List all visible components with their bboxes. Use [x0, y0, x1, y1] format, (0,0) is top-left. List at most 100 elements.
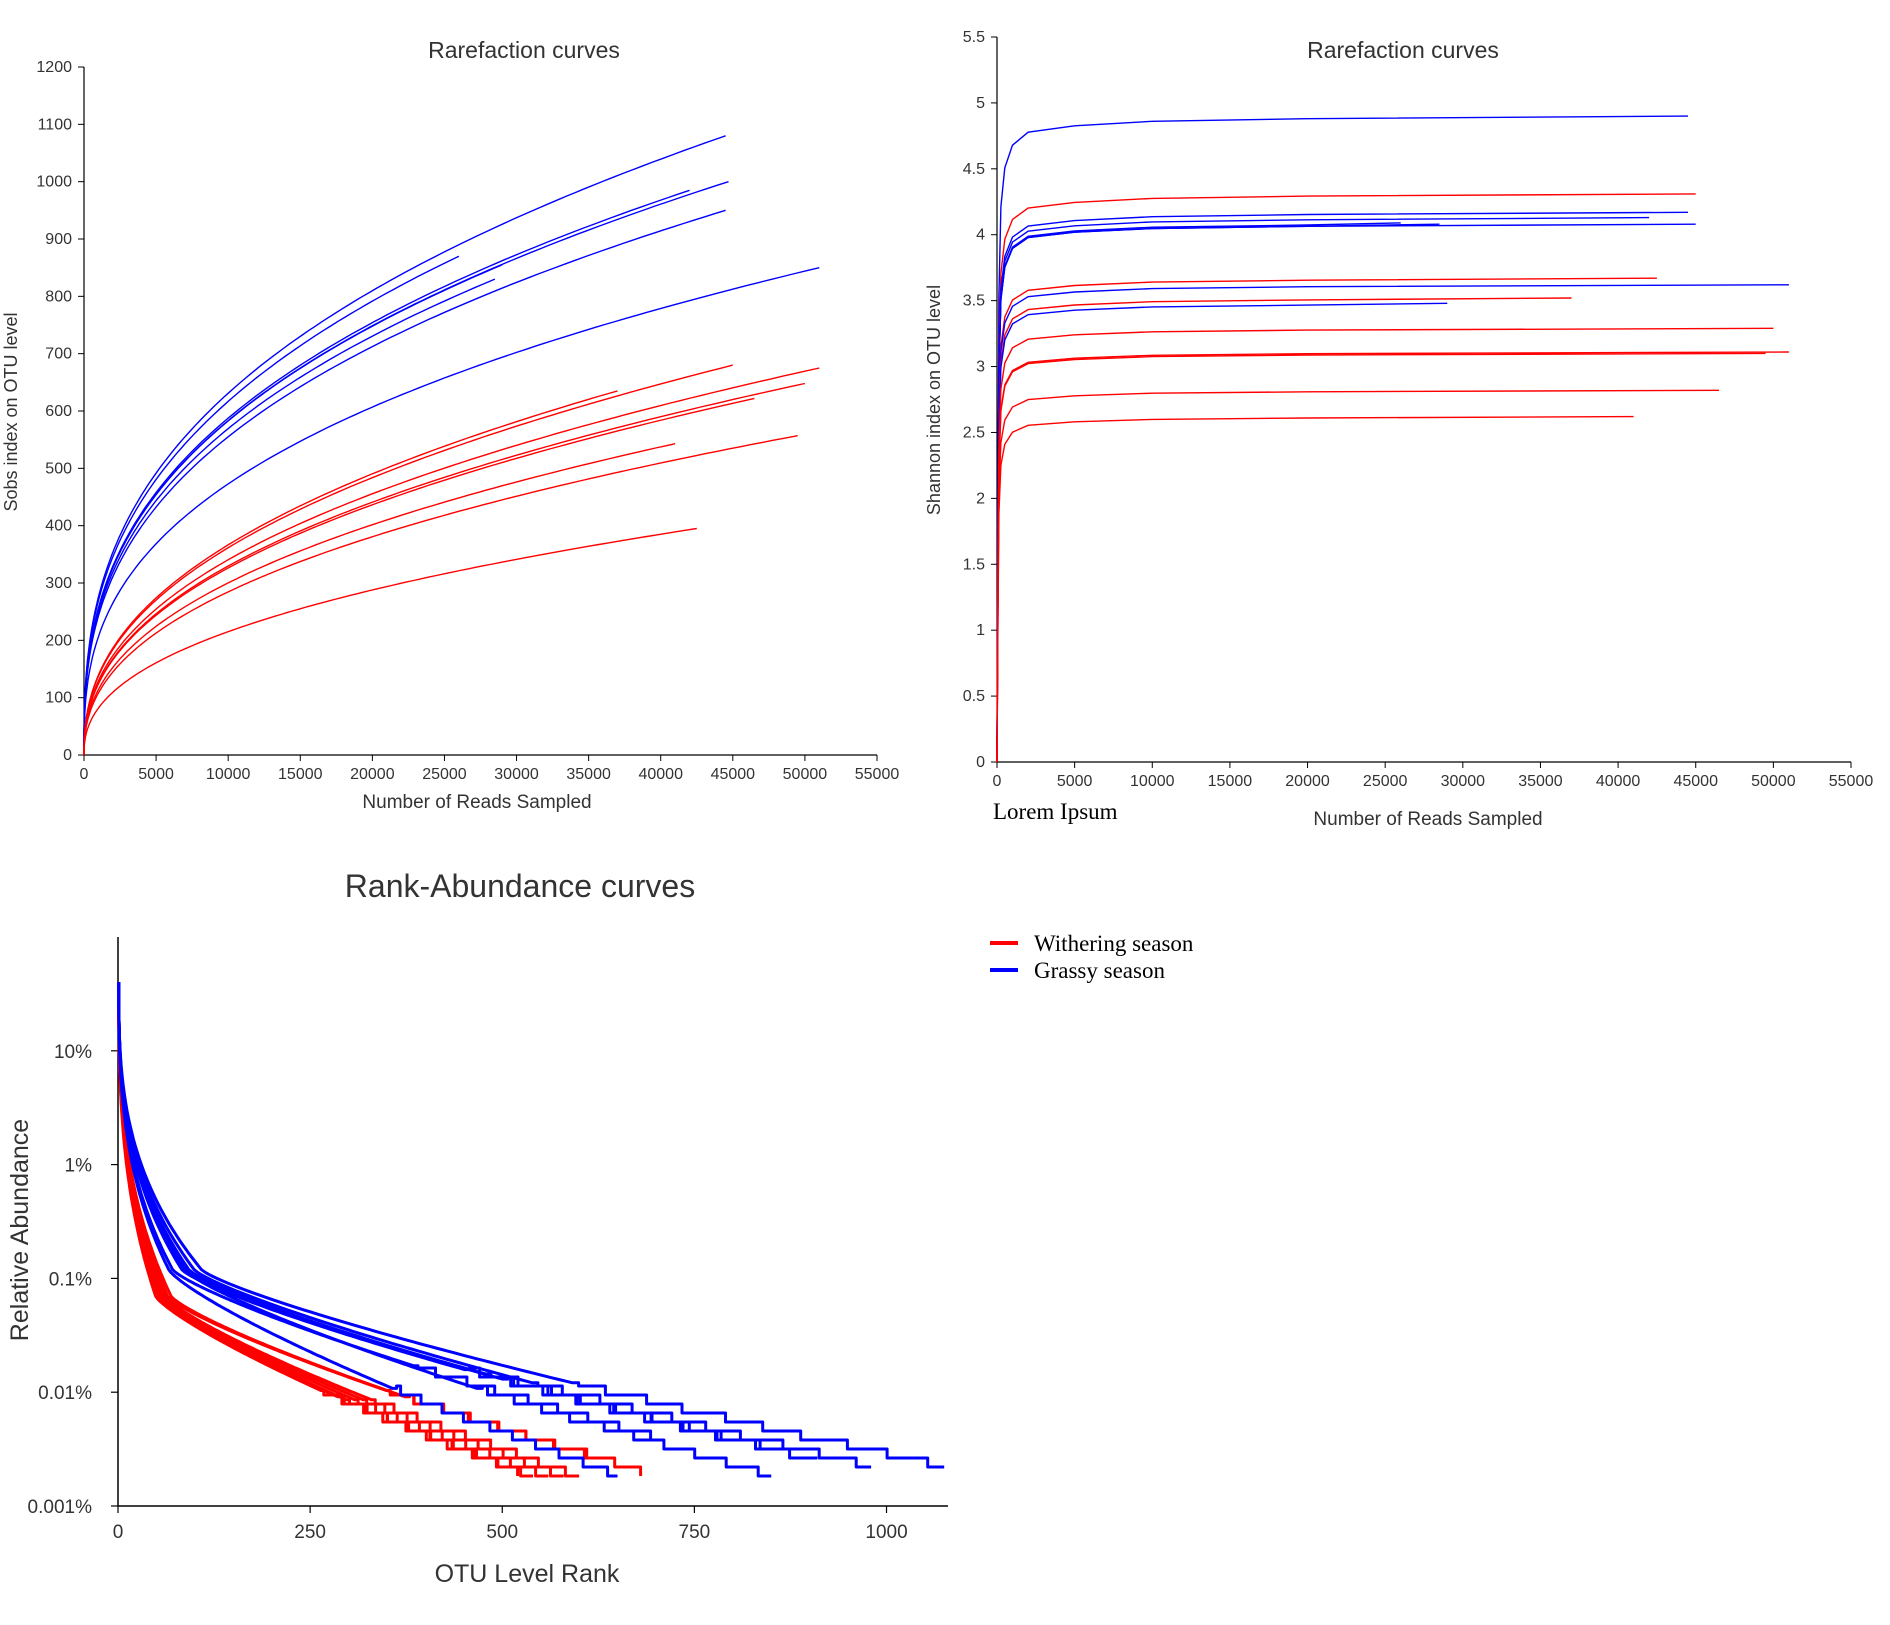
- x-tick-label: 40000: [638, 766, 683, 783]
- rank-series-line-10: [117, 982, 872, 1469]
- rank-axes: 0 250 500 750 1000 0.001% 0.01% 0.1% 1% 10%: [28, 937, 948, 1543]
- x-tick-label: 40000: [1596, 773, 1641, 790]
- sobs-series-line-15: [83, 435, 798, 755]
- y-tick-label: 0.01%: [38, 1383, 92, 1404]
- y-tick-label: 700: [45, 346, 72, 363]
- rank-series-line-16: [117, 982, 656, 1442]
- y-tick-label: 0.001%: [28, 1497, 93, 1518]
- sobs-series-line-10: [83, 367, 820, 756]
- rank-chart-title: Rank-Abundance curves: [345, 868, 695, 904]
- sobs-axes: 0 5000 10000 15000 20000 25000 30000 35000 40000…: [36, 59, 899, 783]
- y-tick-label: 0: [976, 754, 985, 771]
- y-tick-label: 200: [45, 632, 72, 649]
- y-tick-label: 400: [45, 518, 72, 535]
- y-tick-label: 100: [45, 690, 72, 707]
- y-tick-label: 10%: [54, 1042, 92, 1063]
- rank-x-axis-label: OTU Level Rank: [435, 1560, 620, 1588]
- shannon-series-line-12: [996, 327, 1774, 763]
- x-tick-label: 0: [993, 773, 1002, 790]
- y-tick-label: 1.5: [963, 556, 985, 573]
- rank-series-line-7: [117, 982, 520, 1476]
- sobs-series-line-7: [83, 278, 496, 755]
- x-tick-label: 0: [80, 766, 89, 783]
- x-tick-label: 15000: [278, 766, 323, 783]
- sobs-series-line-5: [83, 255, 460, 755]
- rank-abundance-chart: Rank-Abundance curves 0 250 500 750 1000 0.00…: [6, 868, 948, 1588]
- rank-series-line-14: [117, 982, 749, 1442]
- sobs-series-line-2: [83, 181, 729, 755]
- sobs-series-line-14: [83, 443, 676, 755]
- x-tick-label: 15000: [1208, 773, 1253, 790]
- x-tick-label: 45000: [711, 766, 756, 783]
- x-tick-label: 250: [294, 1522, 326, 1543]
- y-tick-label: 1200: [36, 59, 72, 76]
- y-tick-label: 300: [45, 575, 72, 592]
- shannon-series-line-13: [996, 351, 1789, 763]
- y-tick-label: 1: [976, 622, 985, 639]
- sobs-series-line-16: [83, 527, 697, 755]
- x-tick-label: 5000: [138, 766, 174, 783]
- rank-series-line-15: [117, 982, 618, 1478]
- sobs-y-axis-label: Sobs index on OTU level: [1, 312, 21, 511]
- x-tick-label: 25000: [1363, 773, 1408, 790]
- y-tick-label: 5: [976, 95, 985, 112]
- y-tick-label: 800: [45, 288, 72, 305]
- y-tick-label: 1100: [38, 116, 73, 133]
- y-tick-label: 0: [63, 747, 72, 764]
- x-tick-label: 50000: [1751, 773, 1796, 790]
- y-tick-label: 1%: [65, 1156, 93, 1177]
- legend-label-withering: Withering season: [1034, 931, 1194, 956]
- y-tick-label: 0.5: [963, 688, 985, 705]
- rank-series-line-13: [117, 982, 772, 1478]
- sobs-series-line-13: [83, 397, 755, 755]
- shannon-y-axis-label: Shannon index on OTU level: [924, 285, 944, 515]
- rank-series-line-6: [117, 982, 564, 1478]
- shannon-series-line-10: [996, 297, 1572, 763]
- y-tick-label: 4.5: [963, 161, 985, 178]
- x-tick-label: 500: [486, 1522, 518, 1543]
- x-tick-label: 750: [679, 1522, 711, 1543]
- x-tick-label: 25000: [422, 766, 467, 783]
- x-tick-label: 20000: [1285, 773, 1330, 790]
- x-tick-label: 55000: [855, 766, 900, 783]
- rank-y-axis-label: Relative Abundance: [6, 1119, 34, 1341]
- lorem-ipsum-annotation: Lorem Ipsum: [993, 799, 1118, 824]
- sobs-chart-title: Rarefaction curves: [428, 37, 620, 63]
- x-tick-label: 35000: [1518, 773, 1563, 790]
- legend-label-grassy: Grassy season: [1034, 958, 1165, 983]
- shannon-series-line-8: [996, 277, 1657, 763]
- x-tick-label: 30000: [494, 766, 539, 783]
- x-tick-label: 10000: [1130, 773, 1175, 790]
- shannon-series-line-5: [996, 222, 1401, 763]
- y-tick-label: 2.5: [963, 424, 985, 441]
- y-tick-label: 3.5: [963, 293, 985, 310]
- y-tick-label: 4: [976, 227, 985, 244]
- sobs-series-line-1: [83, 135, 726, 755]
- rank-series-line-5: [117, 982, 533, 1478]
- x-tick-label: 20000: [350, 766, 395, 783]
- rank-series-lines: [117, 982, 945, 1478]
- shannon-series-line-16: [996, 415, 1634, 763]
- shannon-rarefaction-chart: Rarefaction curves 0 5000 10000 15000 20000 2…: [924, 29, 1873, 830]
- y-tick-label: 3: [976, 359, 985, 376]
- x-tick-label: 50000: [783, 766, 828, 783]
- shannon-chart-title: Rarefaction curves: [1307, 37, 1499, 63]
- sobs-series-line-8: [83, 267, 820, 756]
- rank-series-line-8: [117, 982, 487, 1460]
- rank-series-line-3: [117, 982, 549, 1478]
- sobs-series-line-6: [83, 264, 503, 755]
- sobs-series-line-4: [83, 209, 726, 755]
- shannon-axes: 0 5000 10000 15000 20000 25000 30000 35000 40000…: [963, 29, 1874, 790]
- shannon-series-lines: [996, 115, 1789, 763]
- x-tick-label: 35000: [566, 766, 611, 783]
- legend: Withering season Grassy season: [990, 931, 1194, 983]
- y-tick-label: 0.1%: [49, 1269, 92, 1290]
- shannon-x-axis-label: Number of Reads Sampled: [1313, 809, 1542, 830]
- rank-series-line-2: [117, 982, 643, 1476]
- sobs-x-axis-label: Number of Reads Sampled: [362, 792, 591, 813]
- y-tick-label: 5.5: [963, 29, 985, 46]
- x-tick-label: 45000: [1673, 773, 1718, 790]
- x-tick-label: 5000: [1057, 773, 1093, 790]
- sobs-rarefaction-chart: Rarefaction curves 0 5000 10000 15000 20000 2…: [1, 37, 899, 813]
